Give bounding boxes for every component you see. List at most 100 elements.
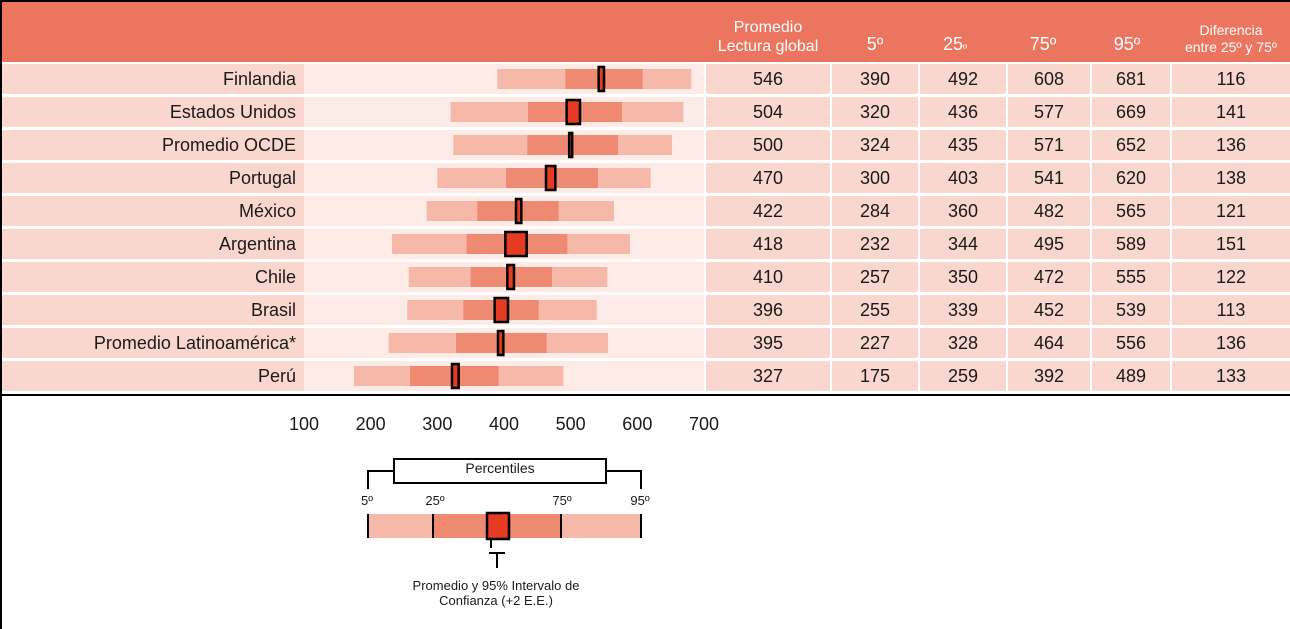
row-label-bg: [2, 262, 304, 292]
row-label-bg: [2, 163, 304, 193]
legend-caption-line2: Confianza (+2 E.E.): [439, 593, 553, 608]
cell-bg: [920, 361, 1006, 391]
legend-label-p95: 95º: [630, 493, 650, 508]
cell-mean: 327: [752, 366, 784, 386]
cell-bg: [1008, 196, 1090, 226]
legend-bracket-left: [367, 470, 394, 489]
cell-diff: 121: [1215, 201, 1247, 221]
cell-bg: [1008, 328, 1090, 358]
cell-diff: 113: [1216, 300, 1246, 320]
cell-bg: [1092, 328, 1170, 358]
cell-diff: 133: [1215, 366, 1247, 386]
cell-bg: [1092, 262, 1170, 292]
cell-bg: [706, 229, 830, 259]
mean-ci-marker: [504, 230, 528, 258]
cell-p75: 472: [1033, 267, 1065, 287]
col-header-p25-num: 25: [942, 33, 963, 54]
cell-diff: 141: [1215, 102, 1247, 122]
cell-p75: 464: [1033, 333, 1065, 353]
cell-bg: [920, 196, 1006, 226]
row-country-label: Brasil: [250, 300, 296, 320]
cell-p25: 492: [947, 69, 979, 89]
col-header-p25-text: 25º: [943, 34, 967, 56]
x-tick-label: 400: [488, 414, 520, 434]
cell-bg: [920, 328, 1006, 358]
cell-p75: 541: [1033, 168, 1065, 188]
legend-bracket-right: [606, 470, 642, 489]
cell-bg: [1008, 97, 1090, 127]
cell-p25: 259: [947, 366, 979, 386]
mean-ci-marker: [450, 362, 460, 390]
x-tick-label: 700: [688, 414, 720, 434]
cell-mean: 395: [752, 333, 784, 353]
col-header-diff-line1: Diferencia: [1199, 22, 1263, 39]
cell-bg: [1092, 163, 1170, 193]
col-header-p95-text: 95º: [1113, 34, 1141, 55]
cell-p75: 495: [1033, 234, 1065, 254]
row-country-label: Argentina: [218, 234, 296, 254]
col-header-mean-line1: Promedio: [733, 18, 803, 36]
cell-bg: [832, 295, 918, 325]
mean-ci-marker: [597, 65, 606, 93]
cell-p95: 565: [1115, 201, 1147, 221]
cell-mean: 422: [752, 201, 784, 221]
row-country-label: Estados Unidos: [169, 102, 296, 122]
cell-bg: [1172, 163, 1290, 193]
cell-bg: [832, 97, 918, 127]
cell-bg: [706, 196, 830, 226]
cell-p75: 452: [1033, 300, 1065, 320]
x-tick-label: 500: [555, 414, 586, 434]
cell-p25: 328: [947, 333, 979, 353]
cell-p25: 350: [947, 267, 979, 287]
cell-mean: 396: [752, 300, 784, 320]
col-header-p5-text: 5º: [866, 34, 884, 55]
separator-line: [2, 394, 1290, 396]
x-tick-label: 300: [422, 414, 453, 434]
cell-bg: [706, 130, 830, 160]
cell-bg: [1172, 196, 1290, 226]
cell-bg: [832, 163, 918, 193]
row-label-bg: [2, 196, 304, 226]
row-label-bg: [2, 130, 304, 160]
mean-ci-marker: [496, 329, 505, 357]
x-tick-label: 200: [355, 414, 386, 434]
cell-p95: 669: [1115, 102, 1147, 122]
legend-label-p75: 75º: [552, 493, 572, 508]
mean-ci-marker: [567, 131, 574, 159]
cell-bg: [1092, 361, 1170, 391]
cell-bg: [832, 130, 918, 160]
row-label-bg: [2, 97, 304, 127]
cell-bg: [706, 262, 830, 292]
cell-p25: 436: [947, 102, 979, 122]
mean-ci-marker: [565, 98, 582, 126]
cell-mean: 504: [752, 102, 784, 122]
cell-p5: 284: [859, 201, 891, 221]
mean-ci-marker: [506, 263, 516, 291]
cell-p5: 232: [859, 234, 891, 254]
cell-diff: 136: [1215, 333, 1247, 353]
cell-bg: [920, 163, 1006, 193]
cell-p75: 392: [1033, 366, 1065, 386]
cell-mean: 470: [752, 168, 784, 188]
cell-bg: [1092, 64, 1170, 94]
cell-diff: 122: [1215, 267, 1247, 287]
cell-p75: 608: [1033, 69, 1065, 89]
cell-p25: 403: [947, 168, 979, 188]
cell-bg: [1172, 229, 1290, 259]
cell-mean: 410: [752, 267, 784, 287]
cell-bg: [1172, 361, 1290, 391]
cell-diff: 138: [1215, 168, 1247, 188]
cell-p75: 571: [1033, 135, 1065, 155]
col-header-mean-line2: Lectura global: [717, 37, 819, 55]
cell-bg: [1008, 295, 1090, 325]
legend-label-p25: 25º: [425, 493, 445, 508]
cell-p95: 556: [1115, 333, 1147, 353]
cell-p5: 257: [859, 267, 891, 287]
row-label-bg: [2, 361, 304, 391]
cell-bg: [706, 295, 830, 325]
col-header-p25: 25º: [920, 10, 990, 56]
cell-bg: [920, 97, 1006, 127]
cell-bg: [706, 64, 830, 94]
mean-ci-marker: [493, 296, 510, 324]
